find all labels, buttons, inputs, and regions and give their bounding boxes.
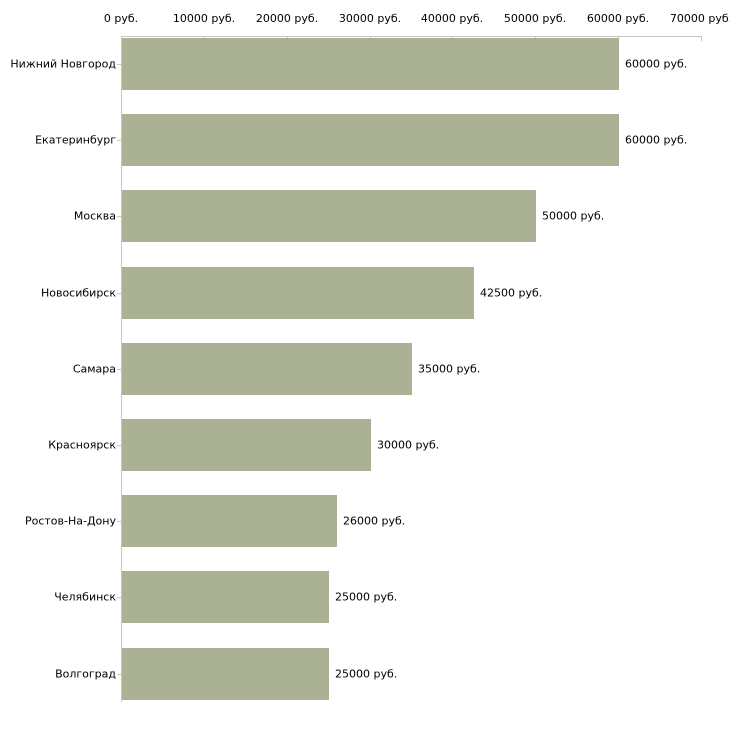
y-axis-tick	[117, 293, 121, 294]
x-axis-tick-label: 60000 руб.	[586, 12, 650, 25]
value-label: 35000 руб.	[418, 362, 481, 376]
category-label: Волгоград	[55, 667, 116, 681]
y-axis-tick	[117, 521, 121, 522]
category-label: Москва	[73, 209, 116, 223]
x-axis-tick-label: 10000 руб.	[172, 12, 236, 25]
category-label: Новосибирск	[40, 286, 116, 300]
category-label: Екатеринбург	[35, 133, 116, 147]
bar	[122, 114, 619, 166]
bar	[122, 495, 337, 547]
x-axis-tick	[121, 37, 122, 41]
bar	[122, 419, 371, 471]
y-axis-tick	[117, 64, 121, 65]
value-label: 30000 руб.	[377, 438, 440, 452]
x-axis-tick-label: 40000 руб.	[420, 12, 484, 25]
value-label: 25000 руб.	[335, 667, 398, 681]
x-axis-tick-label: 70000 руб.	[669, 12, 730, 25]
y-axis-tick	[117, 369, 121, 370]
x-axis-tick-label: 20000 руб.	[255, 12, 319, 25]
x-axis-tick-label: 50000 руб.	[503, 12, 567, 25]
bar	[122, 38, 619, 90]
x-axis-tick-label: 30000 руб.	[338, 12, 402, 25]
value-label: 60000 руб.	[625, 133, 688, 147]
y-axis-line	[121, 36, 122, 702]
category-label: Самара	[72, 362, 116, 376]
x-axis-line	[121, 36, 702, 37]
value-label: 42500 руб.	[480, 286, 543, 300]
category-label: Ростов-На-Дону	[24, 514, 116, 528]
bar	[122, 267, 474, 319]
y-axis-tick	[117, 674, 121, 675]
y-axis-tick	[117, 140, 121, 141]
y-axis-tick	[117, 597, 121, 598]
bar	[122, 343, 412, 395]
category-label: Нижний Новгород	[10, 57, 116, 71]
bar	[122, 571, 329, 623]
value-label: 26000 руб.	[343, 514, 406, 528]
category-label: Челябинск	[54, 590, 116, 604]
value-label: 25000 руб.	[335, 590, 398, 604]
bar	[122, 648, 329, 700]
y-axis-tick	[117, 445, 121, 446]
category-label: Красноярск	[48, 438, 116, 452]
value-label: 60000 руб.	[625, 57, 688, 71]
x-axis-tick	[701, 37, 702, 41]
bar	[122, 190, 536, 242]
y-axis-tick	[117, 216, 121, 217]
x-axis-tick-label: 0 руб.	[103, 12, 139, 25]
value-label: 50000 руб.	[542, 209, 605, 223]
